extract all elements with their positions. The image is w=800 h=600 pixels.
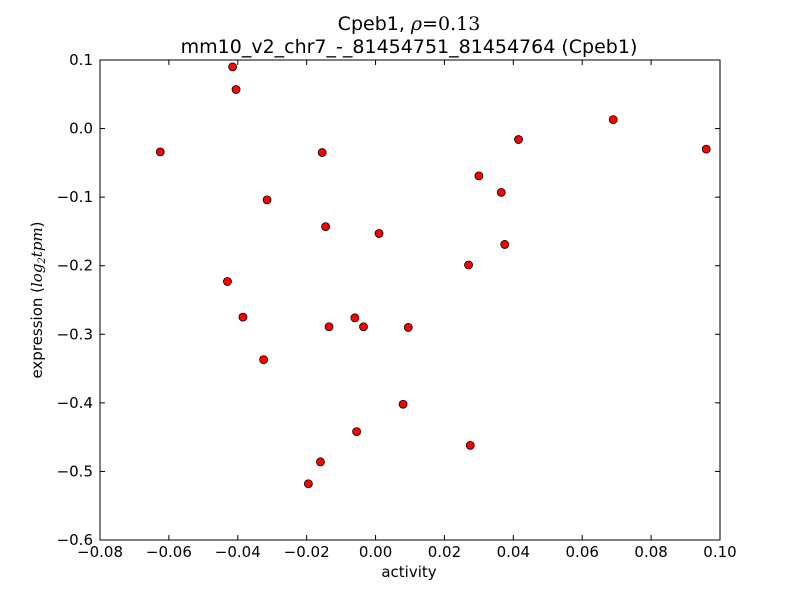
data-point [259,355,269,365]
x-tick-label: −0.08 [77,543,123,561]
y-tick-label: 0.1 [69,51,93,69]
data-points [155,62,711,489]
x-axis-label: activity [381,563,436,581]
data-point [321,222,331,232]
x-tick-label: 0.08 [634,543,667,561]
x-tick-label: −0.02 [284,543,330,561]
y-axis: 0.1 0.0 −0.1 −0.2 −0.3 −0.4 −0.5 −0.6 [57,51,720,549]
x-tick-label: −0.06 [146,543,192,561]
data-point [262,195,272,205]
chart-subtitle: mm10_v2_chr7_-_81454751_81454764 (Cpeb1) [181,36,638,58]
chart-title-prefix: Cpeb1, [338,13,411,35]
x-tick-label: 0.06 [566,543,599,561]
data-point [350,313,360,323]
y-axis-label-suffix: ) [28,221,46,227]
y-tick-label: −0.6 [57,531,93,549]
y-axis-label-log: log [28,264,46,287]
x-tick-label: −0.04 [215,543,261,561]
y-tick-label: −0.2 [57,257,93,275]
chart-title-rho: ρ [410,13,423,35]
data-point [324,322,334,332]
y-axis-label: expression (log2tpm) [28,221,48,378]
data-point [514,135,523,144]
y-axis-label-tpm: tpm [28,227,46,257]
x-axis: −0.08 −0.06 −0.04 −0.02 0.00 0.02 0.04 0.06 0.08… [77,60,737,561]
x-tick-label: 0.10 [703,543,736,561]
x-tick-label: 0.02 [428,543,461,561]
data-point [238,312,248,322]
data-point [352,427,362,437]
data-point [155,147,165,157]
data-point [374,229,384,238]
data-point [303,479,313,489]
y-tick-label: −0.4 [57,394,93,412]
plot-area [99,59,721,541]
data-point [464,260,473,270]
y-tick-label: −0.5 [57,462,93,480]
data-point [231,85,241,94]
data-point [500,240,510,249]
chart-title-value: 0.13 [438,13,480,35]
data-point [398,399,408,409]
chart-title-eq: = [422,13,438,35]
data-point [228,62,238,72]
data-point [474,171,484,181]
x-tick-label: 0.00 [359,543,392,561]
data-point [223,277,232,286]
data-point [403,323,413,332]
data-point [465,440,475,450]
data-point [701,144,711,154]
data-point [316,457,325,467]
y-tick-label: −0.3 [57,325,93,343]
chart-title: Cpeb1, ρ=0.13 [338,13,481,35]
x-tick-label: 0.04 [497,543,530,561]
data-point [359,322,368,332]
y-tick-label: −0.1 [57,188,93,206]
data-point [496,187,506,197]
y-tick-label: 0.0 [69,120,93,138]
data-point [317,148,327,157]
data-point [608,115,618,125]
y-axis-label-prefix: expression ( [28,287,46,379]
y-axis-label-sub: 2 [37,257,48,264]
